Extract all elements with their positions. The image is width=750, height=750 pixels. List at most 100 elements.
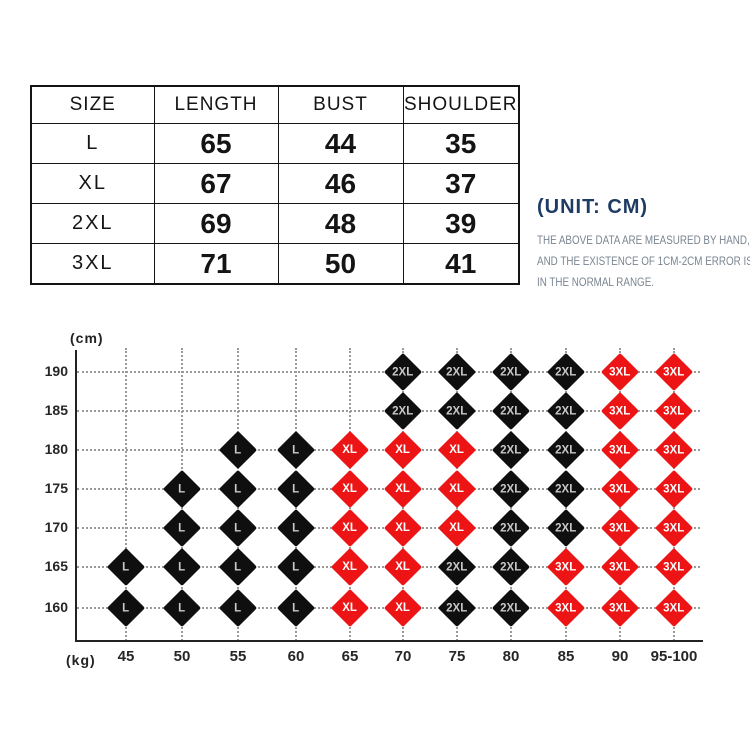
size-diamond-label: 2XL [446, 602, 468, 614]
size-diamond: L [276, 547, 316, 587]
size-diamond-label: L [234, 444, 242, 456]
size-diamond-label: 2XL [555, 405, 577, 417]
size-diamond-label: 2XL [500, 483, 522, 495]
x-tick-label: 90 [611, 648, 629, 665]
size-diamond-label: 2XL [446, 366, 468, 378]
size-diamond-label: 2XL [500, 561, 522, 573]
size-diamond: 2XL [491, 352, 531, 392]
size-diamond: 2XL [383, 352, 423, 392]
size-diamond-label: XL [449, 521, 465, 534]
size-diamond: XL [330, 430, 370, 470]
size-diamond: 3XL [600, 547, 640, 587]
size-diamond-label: L [292, 522, 300, 534]
table-cell: 67 [153, 163, 279, 204]
size-diamond: 3XL [600, 352, 640, 392]
size-diamond-label: 3XL [663, 561, 685, 573]
size-diamond-label: L [234, 602, 242, 614]
size-diamond: 3XL [654, 469, 694, 509]
size-diamond-label: 2XL [500, 444, 522, 456]
size-diamond-label: 3XL [609, 405, 631, 417]
size-diamond: 3XL [654, 508, 694, 548]
unit-note: (UNIT: CM) THE ABOVE DATA ARE MEASURED B… [537, 196, 750, 293]
size-diamond: 2XL [383, 391, 423, 431]
size-diamond-label: XL [395, 601, 411, 614]
size-diamond: L [218, 430, 258, 470]
size-diamond: XL [437, 430, 477, 470]
size-diamond-label: L [292, 602, 300, 614]
size-diamond-label: 3XL [609, 561, 631, 573]
x-tick-label: 65 [341, 648, 359, 665]
size-diamond: 2XL [546, 469, 586, 509]
size-diamond: XL [437, 508, 477, 548]
x-tick-label: 70 [394, 648, 412, 665]
size-diamond: L [276, 508, 316, 548]
size-table: SIZE LENGTH BUST SHOULDER L 65 44 35 XL 67 46 37 2X… [30, 85, 520, 285]
size-diamond: 3XL [654, 391, 694, 431]
size-diamond: XL [330, 508, 370, 548]
grid-line-vertical [125, 348, 127, 641]
size-diamond-label: 3XL [663, 366, 685, 378]
size-diamond: XL [383, 588, 423, 628]
size-diamond: L [162, 508, 202, 548]
y-tick-label: 165 [44, 558, 68, 574]
size-diamond: 3XL [546, 588, 586, 628]
size-diamond: 2XL [491, 391, 531, 431]
size-diamond-label: 2XL [500, 366, 522, 378]
size-diamond-label: XL [395, 560, 411, 573]
y-tick-label: 170 [44, 519, 68, 535]
note-line: IN THE NORMAL RANGE. [537, 275, 655, 289]
size-diamond: 3XL [654, 588, 694, 628]
table-cell: 39 [402, 203, 520, 244]
note-line: AND THE EXISTENCE OF 1CM-2CM ERROR IS [537, 254, 750, 268]
size-diamond: 2XL [437, 352, 477, 392]
table-row: 2XL 69 48 39 [30, 203, 520, 244]
size-diamond: L [106, 588, 146, 628]
x-axis-line [75, 640, 703, 642]
size-diamond-label: 3XL [555, 561, 577, 573]
size-diamond-label: XL [395, 482, 411, 495]
x-tick-label: 55 [229, 648, 247, 665]
size-diamond-label: XL [342, 443, 358, 456]
size-diamond-label: 3XL [609, 444, 631, 456]
size-diamond: L [218, 588, 258, 628]
size-diamond: 3XL [600, 469, 640, 509]
size-diamond: 2XL [491, 430, 531, 470]
size-diamond: XL [437, 469, 477, 509]
table-cell: XL [30, 163, 155, 204]
size-diamond: 2XL [437, 391, 477, 431]
y-tick-label: 175 [44, 480, 68, 496]
size-diamond-label: L [178, 561, 186, 573]
x-tick-label: 75 [448, 648, 466, 665]
size-diamond-label: XL [342, 521, 358, 534]
size-diamond-label: 3XL [663, 444, 685, 456]
size-diamond-label: 3XL [663, 405, 685, 417]
size-diamond: XL [330, 588, 370, 628]
table-cell: 35 [402, 123, 520, 164]
table-header-row: SIZE LENGTH BUST SHOULDER [30, 85, 520, 124]
table-cell: 50 [277, 243, 404, 285]
table-cell: 46 [277, 163, 404, 204]
size-diamond: XL [383, 547, 423, 587]
table-cell: 3XL [30, 243, 155, 285]
size-diamond-label: 3XL [609, 483, 631, 495]
size-diamond: L [162, 588, 202, 628]
size-diamond-label: L [292, 444, 300, 456]
table-row: XL 67 46 37 [30, 163, 520, 204]
y-tick-label: 160 [44, 599, 68, 615]
table-row: 3XL 71 50 41 [30, 243, 520, 285]
size-diamond-label: L [122, 602, 130, 614]
size-diamond: 3XL [600, 391, 640, 431]
size-diamond: L [218, 508, 258, 548]
size-diamond: L [276, 469, 316, 509]
size-diamond: 3XL [654, 547, 694, 587]
unit-label: (UNIT: CM) [537, 196, 649, 218]
size-diamond: XL [330, 547, 370, 587]
size-diamond: 2XL [546, 430, 586, 470]
size-diamond-label: 2XL [392, 366, 414, 378]
size-diamond: L [162, 469, 202, 509]
size-diamond: 2XL [546, 352, 586, 392]
x-tick-label: 50 [173, 648, 191, 665]
size-diamond-label: L [178, 602, 186, 614]
